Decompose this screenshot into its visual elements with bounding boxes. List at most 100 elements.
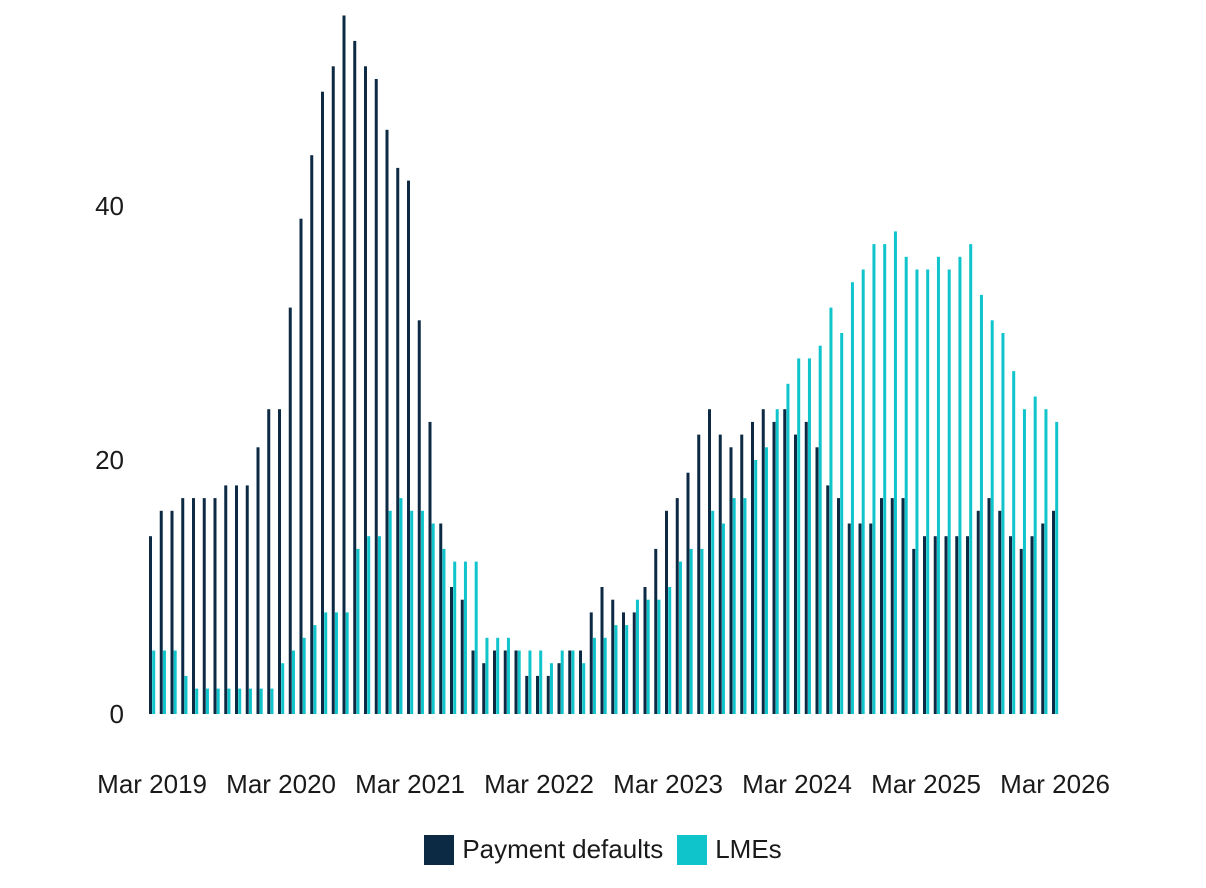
bar-payment-defaults-19 xyxy=(353,40,357,714)
bar-payment-defaults-59 xyxy=(783,409,787,714)
bar-payment-defaults-82 xyxy=(1030,536,1034,714)
legend: Payment defaults LMEs xyxy=(0,834,1206,865)
bar-lmes-11 xyxy=(270,688,274,714)
bar-payment-defaults-16 xyxy=(321,91,324,714)
bar-lmes-23 xyxy=(399,498,403,714)
bar-lmes-35 xyxy=(528,650,532,714)
bar-lmes-43 xyxy=(614,625,618,714)
bar-lmes-16 xyxy=(324,612,328,714)
bar-lmes-53 xyxy=(721,523,725,714)
bar-lmes-72 xyxy=(926,269,930,714)
bar-lmes-79 xyxy=(1001,333,1005,714)
bar-payment-defaults-21 xyxy=(374,79,378,714)
bar-payment-defaults-29 xyxy=(460,599,464,714)
bar-lmes-67 xyxy=(872,244,876,714)
bar-payment-defaults-49 xyxy=(675,498,679,714)
bar-payment-defaults-27 xyxy=(439,523,443,714)
bar-payment-defaults-13 xyxy=(288,307,292,714)
y-tick-label-20: 20 xyxy=(95,445,124,475)
bar-payment-defaults-42 xyxy=(600,587,604,714)
bar-lmes-5 xyxy=(205,688,209,714)
bar-lmes-29 xyxy=(463,561,467,714)
bar-lmes-46 xyxy=(646,599,650,714)
bar-lmes-48 xyxy=(668,587,672,714)
bar-lmes-10 xyxy=(259,688,263,714)
legend-item-lmes[interactable]: LMEs xyxy=(677,834,782,865)
bar-lmes-24 xyxy=(410,510,414,714)
bar-lmes-55 xyxy=(743,498,747,714)
bar-payment-defaults-23 xyxy=(396,167,400,714)
bar-lmes-54 xyxy=(732,498,736,714)
bar-payment-defaults-74 xyxy=(944,536,948,714)
bar-lmes-58 xyxy=(775,409,779,714)
bar-lmes-84 xyxy=(1055,421,1059,714)
bar-payment-defaults-28 xyxy=(450,587,453,714)
bar-payment-defaults-25 xyxy=(417,320,421,714)
legend-item-payment-defaults[interactable]: Payment defaults xyxy=(424,834,663,865)
bar-lmes-39 xyxy=(571,650,575,714)
bar-lmes-42 xyxy=(603,637,607,714)
bar-lmes-66 xyxy=(861,269,865,714)
bar-payment-defaults-2 xyxy=(170,510,174,714)
legend-label-lmes: LMEs xyxy=(715,834,782,864)
bar-payment-defaults-30 xyxy=(471,650,475,714)
bar-payment-defaults-3 xyxy=(181,498,185,714)
bar-payment-defaults-7 xyxy=(224,485,228,714)
x-tick-label-7: Mar 2026 xyxy=(1000,769,1110,799)
bar-lmes-8 xyxy=(238,688,242,714)
bar-lmes-20 xyxy=(367,536,371,714)
bar-lmes-27 xyxy=(442,548,446,714)
bar-payment-defaults-81 xyxy=(1019,548,1023,714)
bar-lmes-14 xyxy=(302,637,306,714)
legend-swatch-lmes xyxy=(677,834,708,865)
bar-payment-defaults-66 xyxy=(858,523,862,714)
x-tick-label-2: Mar 2021 xyxy=(355,769,465,799)
bar-payment-defaults-47 xyxy=(654,548,658,714)
bar-lmes-3 xyxy=(184,675,188,714)
bar-lmes-81 xyxy=(1022,409,1026,714)
legend-swatch-payment-defaults xyxy=(424,834,455,865)
bar-lmes-21 xyxy=(377,536,381,714)
bar-lmes-57 xyxy=(764,447,768,714)
bar-lmes-73 xyxy=(936,256,940,714)
bar-lmes-82 xyxy=(1033,396,1037,714)
bar-payment-defaults-44 xyxy=(622,612,625,714)
bar-lmes-47 xyxy=(657,599,661,714)
bar-lmes-78 xyxy=(990,320,994,714)
bar-payment-defaults-26 xyxy=(428,421,432,714)
bar-lmes-9 xyxy=(248,688,252,714)
bar-payment-defaults-17 xyxy=(331,66,335,715)
bar-lmes-76 xyxy=(969,244,973,714)
bar-lmes-62 xyxy=(818,345,822,714)
bar-payment-defaults-39 xyxy=(568,650,572,714)
bar-lmes-12 xyxy=(281,663,285,714)
bar-lmes-70 xyxy=(904,256,908,714)
bar-lmes-7 xyxy=(227,688,231,714)
bar-lmes-49 xyxy=(678,561,682,714)
bar-payment-defaults-22 xyxy=(385,129,389,715)
bar-payment-defaults-38 xyxy=(557,663,561,714)
bar-lmes-2 xyxy=(173,650,177,714)
bar-lmes-18 xyxy=(345,612,349,714)
bar-lmes-19 xyxy=(356,548,360,714)
bar-lmes-38 xyxy=(560,650,564,714)
bar-lmes-59 xyxy=(786,383,790,714)
bar-payment-defaults-56 xyxy=(751,421,754,714)
bar-payment-defaults-5 xyxy=(202,498,206,714)
bar-payment-defaults-57 xyxy=(761,409,765,714)
bar-lmes-17 xyxy=(334,612,338,714)
bar-payment-defaults-20 xyxy=(364,66,367,715)
bar-payment-defaults-76 xyxy=(966,536,969,714)
bar-lmes-68 xyxy=(883,244,887,714)
bar-payment-defaults-24 xyxy=(407,180,410,715)
bar-payment-defaults-31 xyxy=(482,663,486,714)
bar-payment-defaults-40 xyxy=(579,650,582,714)
bar-payment-defaults-52 xyxy=(708,409,711,714)
payment-defaults-bars xyxy=(149,15,1055,715)
bar-lmes-6 xyxy=(216,688,220,714)
y-axis-ticks: 0 20 40 xyxy=(95,191,124,729)
bar-lmes-80 xyxy=(1012,371,1016,714)
bar-payment-defaults-75 xyxy=(955,536,959,714)
bar-payment-defaults-69 xyxy=(890,498,894,714)
